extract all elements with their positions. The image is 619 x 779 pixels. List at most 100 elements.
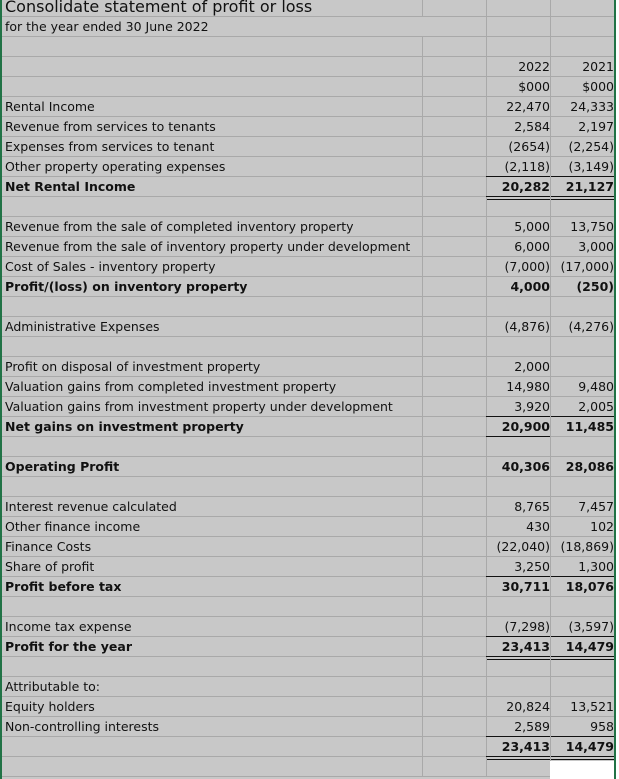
value-2021: 11,485 [565,419,614,434]
column-gridline [422,337,423,356]
value-2021: 3,000 [578,239,614,254]
column-gridline [422,437,423,456]
value-2022: (2654) [508,139,550,154]
line-item-label: Profit before tax [5,579,122,594]
sheet-row[interactable]: Cost of Sales - inventory property (7,000… [2,257,614,277]
column-gridline [422,537,423,556]
column-gridline [422,217,423,236]
line-item-label: Income tax expense [5,619,132,634]
subtotal-rule-2022 [486,736,550,737]
line-item-label: Profit on disposal of investment propert… [5,359,261,374]
column-gridline [486,577,487,596]
column-gridline [550,717,551,736]
sheet-row[interactable]: Non-controlling interests 2,589 958 [2,717,614,737]
sheet-row[interactable]: 2022 2021 [2,57,614,77]
sheet-subtitle: for the year ended 30 June 2022 [5,19,209,34]
underline-2022 [486,436,550,437]
line-item-label: Other property operating expenses [5,159,226,174]
sheet-row[interactable]: Revenue from services to tenants 2,584 2,1… [2,117,614,137]
sheet-row[interactable]: Profit on disposal of investment propert… [2,357,614,377]
sheet-row[interactable] [2,297,614,317]
line-item-label: Valuation gains from investment property… [5,399,393,414]
sheet-row[interactable]: Valuation gains from investment property… [2,397,614,417]
sheet-row[interactable]: Operating Profit 40,306 28,086 [2,457,614,477]
sheet-row[interactable]: Revenue from the sale of inventory prope… [2,237,614,257]
column-gridline [550,77,551,96]
value-2021 [552,677,614,696]
sheet-row[interactable] [2,477,614,497]
value-2022: 4,000 [510,279,550,294]
column-gridline [550,17,551,36]
column-gridline [550,517,551,536]
line-item-label: Cost of Sales - inventory property [5,259,216,274]
line-item-label: Share of profit [5,559,95,574]
column-gridline [486,137,487,156]
column-gridline [422,377,423,396]
column-gridline [486,177,487,196]
value-2021: 14,479 [565,639,614,654]
sheet-row[interactable]: Attributable to: [2,677,614,697]
value-2021 [552,357,614,376]
sheet-row[interactable] [2,597,614,617]
sheet-row[interactable] [2,37,614,57]
column-gridline [486,77,487,96]
column-gridline [486,517,487,536]
title-row[interactable]: Consolidate statement of profit or loss [2,0,614,17]
subtotal-rule-2021 [551,736,614,737]
line-item-label: Net gains on investment property [5,419,244,434]
column-gridline [486,57,487,76]
subtotal-rule-2021 [551,416,614,417]
line-item-label: Profit/(loss) on inventory property [5,279,248,294]
column-gridline [486,457,487,476]
value-2021: 13,521 [570,699,614,714]
sheet-row[interactable]: for the year ended 30 June 2022 [2,17,614,37]
sheet-row[interactable]: Other finance income 430 102 [2,517,614,537]
column-gridline [550,637,551,656]
subtotal-rule-2022 [486,416,550,417]
sheet-row[interactable] [2,197,614,217]
value-2022: 3,250 [514,559,550,574]
sheet-row[interactable]: Equity holders 20,824 13,521 [2,697,614,717]
sheet-row[interactable]: Administrative Expenses (4,876) (4,276) [2,317,614,337]
sheet-row[interactable] [2,337,614,357]
column-gridline [422,657,423,676]
sheet-row[interactable] [2,657,614,677]
column-gridline [550,317,551,336]
subtotal-rule-2022 [486,176,550,177]
double-underline-2022 [486,756,550,760]
sheet-row[interactable]: 23,413 14,479 [2,736,614,760]
column-gridline [422,97,423,116]
sheet-row[interactable]: Income tax expense (7,298) (3,597) [2,617,614,637]
sheet-row[interactable]: Rental Income 22,470 24,333 [2,97,614,117]
line-item-label: Equity holders [5,699,95,714]
sheet-row[interactable]: Interest revenue calculated 8,765 7,457 [2,497,614,517]
column-gridline [486,757,487,776]
sheet-row[interactable]: Other property operating expenses (2,118)… [2,157,614,177]
column-gridline [486,617,487,636]
sheet-row[interactable]: Profit before tax 30,711 18,076 [2,576,614,597]
sheet-row[interactable]: Net Rental Income 20,282 21,127 [2,176,614,200]
sheet-row[interactable]: Valuation gains from completed investmen… [2,377,614,397]
sheet-row[interactable]: Profit/(loss) on inventory property 4,000… [2,277,614,297]
sheet-row[interactable]: Profit for the year 23,413 14,479 [2,636,614,660]
column-gridline [486,537,487,556]
sheet-row[interactable]: Net gains on investment property 20,900 11… [2,416,614,437]
unselected-cell[interactable] [550,761,614,779]
sheet-row[interactable]: Share of profit 3,250 1,300 [2,557,614,577]
value-2022: 23,413 [501,739,550,754]
value-2021: 102 [590,519,614,534]
sheet-row[interactable]: Finance Costs (22,040) (18,869) [2,537,614,557]
line-item-label: Administrative Expenses [5,319,160,334]
sheet-row[interactable]: Expenses from services to tenant (2654) (2… [2,137,614,157]
line-item-label: Other finance income [5,519,141,534]
double-underline-2021 [551,656,614,660]
value-2022: 20,824 [506,699,550,714]
column-gridline [550,297,551,316]
column-gridline [486,497,487,516]
value-2022: 430 [526,519,550,534]
sheet-row[interactable]: $000 $000 [2,77,614,97]
sheet-row[interactable] [2,437,614,457]
sheet-row[interactable] [2,757,614,777]
sheet-row[interactable]: Revenue from the sale of completed inven… [2,217,614,237]
